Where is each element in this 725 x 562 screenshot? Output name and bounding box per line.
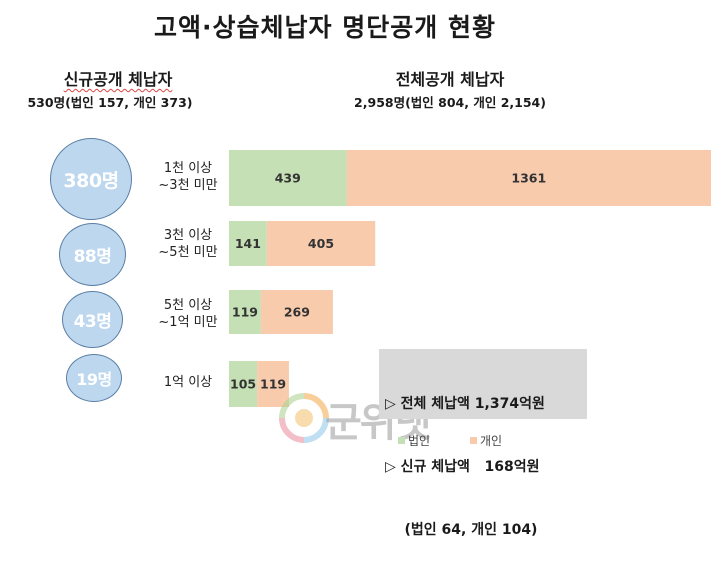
new-count-circle-2: 88명	[59, 223, 126, 286]
range-label-3-line1: 5천 이상	[163, 298, 213, 313]
range-label-2-line1: 3천 이상	[163, 228, 213, 243]
watermark-logo	[278, 392, 330, 448]
label-individual-3: 269	[284, 305, 310, 320]
range-label-3: 5천 이상 ~1억 미만	[148, 297, 228, 331]
bar-individual-1	[346, 150, 711, 206]
info-total-amount: ▷ 전체 체납액 1,374억원	[385, 396, 545, 412]
bar-corporate-3	[229, 290, 261, 334]
info-new-amount: ▷ 신규 체납액 168억원	[385, 459, 540, 475]
new-disclosure-summary: 530명(법인 157, 개인 373)	[27, 95, 193, 110]
legend-individual-swatch	[470, 437, 477, 444]
sun-logo-icon	[279, 393, 329, 443]
range-label-3-line2: ~1억 미만	[158, 315, 218, 330]
bar-individual-3	[260, 290, 333, 334]
label-individual-4: 119	[260, 377, 286, 392]
label-corporate-2: 141	[235, 236, 261, 251]
new-disclosure-heading: 신규공개 체납자	[63, 70, 173, 89]
label-individual-1: 1361	[511, 171, 546, 186]
legend-individual-label: 개인	[480, 434, 503, 448]
total-disclosure-summary: 2,958명(법인 804, 개인 2,154)	[354, 95, 546, 110]
range-label-2: 3천 이상 ~5천 미만	[148, 227, 228, 261]
tax-amount-info-box: ▷ 전체 체납액 1,374억원 ▷ 신규 체납액 168억원 (법인 64, …	[379, 349, 587, 538]
page-title: 고액·상습체납자 명단공개 현황	[154, 13, 496, 42]
bar-corporate-4	[229, 361, 258, 407]
bar-individual-2	[266, 221, 376, 266]
legend-individual: 개인	[470, 432, 502, 449]
range-label-4: 1억 이상	[148, 374, 228, 391]
total-disclosure-heading: 전체공개 체납자	[395, 70, 505, 89]
label-corporate-4: 105	[230, 377, 256, 392]
range-label-1: 1천 이상 ~3천 미만	[148, 160, 228, 194]
label-corporate-1: 439	[275, 171, 301, 186]
bar-corporate-2	[229, 221, 267, 266]
bar-corporate-1	[229, 150, 347, 206]
new-count-circle-3: 43명	[62, 291, 123, 348]
range-label-4-line1: 1억 이상	[163, 375, 213, 390]
range-label-2-line2: ~5천 미만	[158, 245, 218, 260]
info-new-breakdown: (법인 64, 개인 104)	[385, 522, 538, 538]
stacked-bar-chart: 439 1361 141 405 119 269 105 119	[229, 150, 711, 407]
range-label-1-line2: ~3천 미만	[158, 178, 218, 193]
legend-corporate: 법인	[398, 432, 430, 449]
bar-individual-4	[257, 361, 289, 407]
legend-corporate-swatch	[398, 437, 405, 444]
range-label-1-line1: 1천 이상	[163, 161, 213, 176]
new-count-circle-4: 19명	[66, 354, 122, 402]
label-individual-2: 405	[308, 236, 334, 251]
new-count-circle-1: 380명	[50, 138, 132, 220]
label-corporate-3: 119	[232, 305, 258, 320]
legend-corporate-label: 법인	[408, 434, 431, 448]
